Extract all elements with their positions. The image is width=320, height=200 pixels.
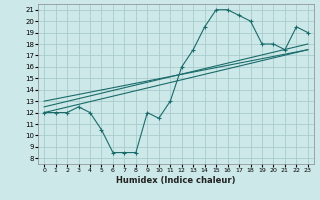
X-axis label: Humidex (Indice chaleur): Humidex (Indice chaleur) xyxy=(116,176,236,185)
